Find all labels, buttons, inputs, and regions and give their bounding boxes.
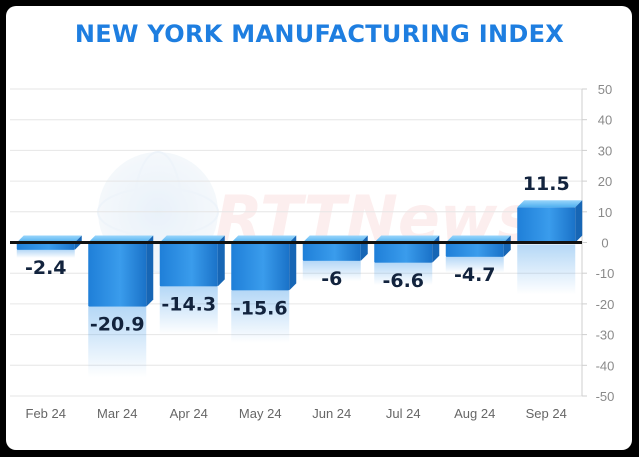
bar-face (16, 242, 75, 250)
data-label: -4.7 (454, 264, 496, 286)
x-axis: Feb 24 Mar 24 Apr 24 May 24 Jun 24 Jul 24 Aug … (26, 406, 567, 421)
y-tick-label: 40 (598, 113, 612, 128)
bar-reflection (374, 262, 433, 286)
x-tick-label: Sep 24 (526, 406, 567, 421)
bar-cap (231, 235, 297, 243)
y-tick-label: 50 (598, 82, 612, 97)
bar-reflection (159, 286, 218, 335)
bar-cap (374, 235, 440, 243)
bars (16, 200, 583, 378)
bar-face (302, 242, 361, 261)
y-tick-label: 30 (598, 143, 612, 158)
bar-reflection (231, 290, 290, 344)
y-tick-label: -30 (596, 328, 615, 343)
bar-mar-24 (88, 235, 154, 378)
bar-jul-24 (374, 235, 440, 286)
bar-face (517, 207, 576, 243)
bar-face (88, 242, 147, 307)
bar-reflection (302, 260, 361, 282)
data-label: -15.6 (233, 297, 288, 319)
bar-face (159, 242, 218, 287)
bar-cap (159, 235, 225, 243)
bar-sep-24 (517, 200, 583, 295)
x-tick-label: Apr 24 (170, 406, 208, 421)
data-label: -20.9 (90, 314, 145, 336)
bar-face (445, 242, 504, 257)
bar-reflection (88, 306, 147, 378)
bar-cap (88, 235, 154, 243)
y-axis: 50 40 30 20 10 0 -10 -20 -30 -40 -50 (581, 82, 615, 404)
data-label: -6 (321, 268, 342, 290)
bar-reflection (16, 249, 75, 258)
bar-cap (517, 200, 583, 208)
data-label: -14.3 (161, 293, 216, 315)
data-label: -6.6 (382, 270, 424, 292)
bar-feb-24 (16, 235, 82, 258)
bar-cap (16, 235, 82, 243)
bar-cap (302, 235, 368, 243)
bar-side (146, 235, 154, 307)
data-label: -2.4 (25, 257, 67, 279)
bar-side (289, 235, 297, 291)
bar-reflection (445, 256, 504, 273)
y-tick-label: 0 (601, 236, 608, 251)
y-tick-label: -10 (596, 266, 615, 281)
chart-title: NEW YORK MANUFACTURING INDEX (74, 20, 565, 48)
bar-aug-24 (445, 235, 511, 273)
bar-jun-24 (302, 235, 368, 282)
x-tick-label: May 24 (239, 406, 282, 421)
y-tick-label: 20 (598, 174, 612, 189)
bar-may-24 (231, 235, 297, 344)
y-tick-label: 10 (598, 205, 612, 220)
bar-face (374, 242, 433, 263)
bar-side (217, 235, 225, 287)
bar-side (503, 235, 511, 257)
bar-side (575, 200, 583, 243)
bar-face (231, 242, 290, 291)
bar-reflection (517, 244, 576, 295)
bar-cap (445, 235, 511, 243)
data-labels: -2.4 -20.9 -14.3 -15.6 -6 -6.6 -4.7 11.5 (25, 173, 570, 335)
y-tick-label: -50 (596, 389, 615, 404)
x-tick-label: Mar 24 (97, 406, 137, 421)
y-tick-label: -20 (596, 297, 615, 312)
bar-apr-24 (159, 235, 225, 335)
x-tick-label: Jul 24 (386, 406, 421, 421)
gridlines (10, 88, 582, 397)
y-tick-label: -40 (596, 358, 615, 373)
x-tick-label: Jun 24 (312, 406, 351, 421)
x-tick-label: Feb 24 (26, 406, 66, 421)
data-label: 11.5 (523, 173, 570, 195)
x-tick-label: Aug 24 (454, 406, 495, 421)
